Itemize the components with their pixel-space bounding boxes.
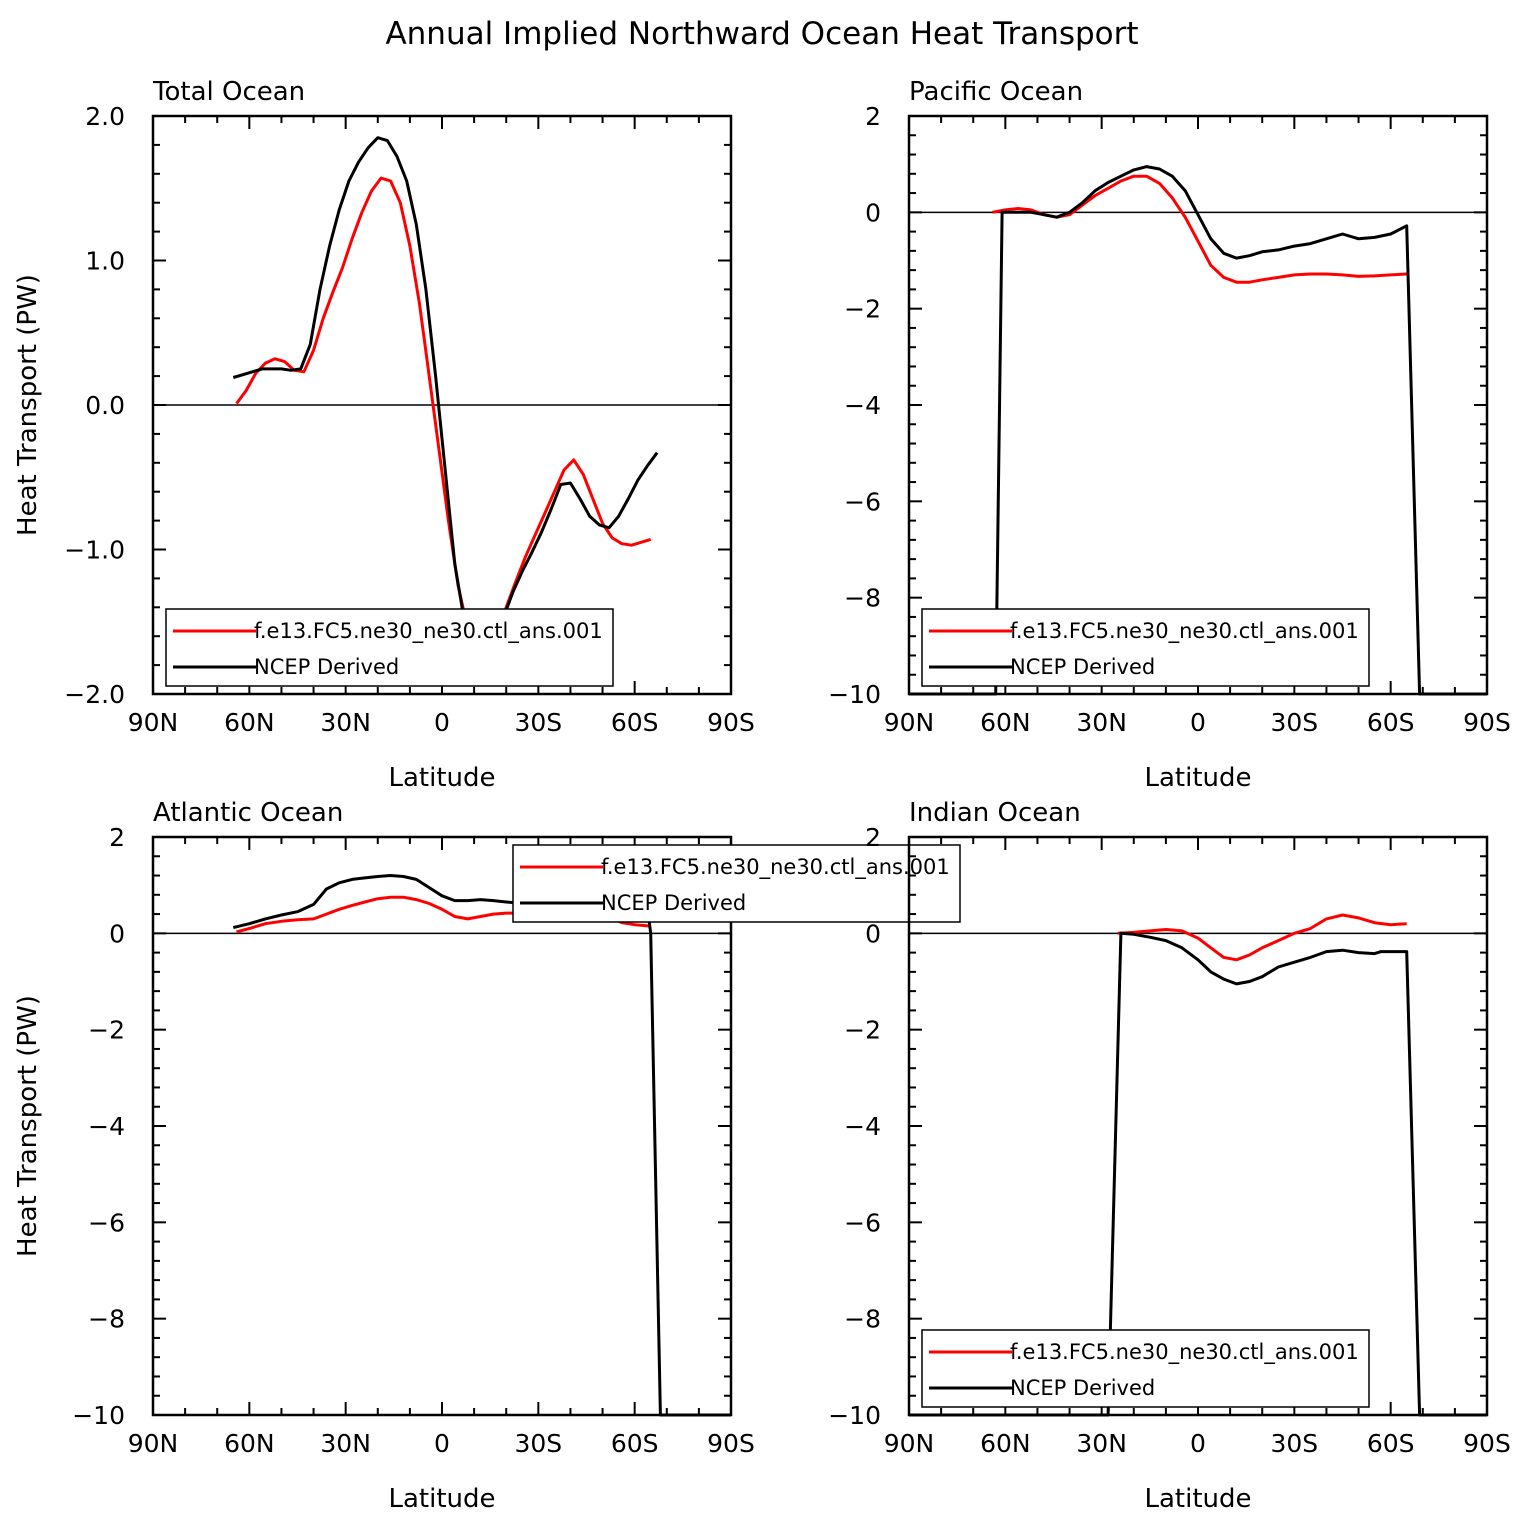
x-axis-label: Latitude [388, 1484, 495, 1514]
legend-label: NCEP Derived [254, 655, 399, 679]
x-tick-label: 0 [434, 1429, 450, 1458]
chart-panel-2: 90N 60N 30N 0 30S 60S 90S −10 −8 −6 −4 −2 0 2 Pacific … [828, 77, 1511, 793]
plot-frame [151, 835, 733, 1417]
series-line-1 [1117, 913, 1407, 962]
y-tick-label: 0 [109, 919, 125, 948]
series-line-1 [235, 176, 652, 647]
x-tick-label: 60S [1367, 1429, 1415, 1458]
y-tick-label: 2 [109, 823, 125, 852]
y-tick-label: −4 [844, 391, 881, 420]
x-tick-label: 90N [128, 1429, 179, 1458]
y-tick-label: 2 [865, 102, 881, 131]
series-line-2 [909, 165, 1487, 696]
y-tick-label: −6 [844, 487, 881, 516]
y-tick-label: −2 [844, 1016, 881, 1045]
legend-label: f.e13.FC5.ne30_ne30.ctl_ans.001 [601, 855, 950, 880]
y-tick-label: −8 [844, 584, 881, 613]
y-tick-label: −10 [828, 1401, 881, 1430]
y-tick-label: −4 [844, 1112, 881, 1141]
y-tick-label: −6 [88, 1208, 125, 1237]
chart-panel-1: 90N 60N 30N 0 30S 60S 90S −2.0 −1.0 0.0 1.0 2.0 Tota… [13, 77, 755, 793]
x-tick-label: 60N [980, 708, 1031, 737]
x-tick-label: 30S [514, 1429, 562, 1458]
x-tick-label: 90N [128, 708, 179, 737]
x-tick-label: 90S [1463, 1429, 1511, 1458]
chart-panel-3: 90N 60N 30N 0 30S 60S 90S −10 −8 −6 −4 −2 0 2 Atlantic… [13, 798, 961, 1514]
x-axis-label: Latitude [1144, 1484, 1251, 1514]
x-tick-label: 60S [1367, 708, 1415, 737]
legend-label: NCEP Derived [601, 891, 746, 915]
y-tick-label: −10 [828, 680, 881, 709]
y-tick-label: −8 [844, 1305, 881, 1334]
x-tick-label: 30N [320, 708, 371, 737]
y-tick-label: −2 [844, 295, 881, 324]
x-tick-label: 90N [884, 708, 935, 737]
y-tick-label: −2.0 [64, 680, 125, 709]
x-tick-label: 90S [1463, 708, 1511, 737]
legend: f.e13.FC5.ne30_ne30.ctl_ans.001 NCEP Deri… [512, 844, 961, 923]
x-tick-label: 60S [611, 1429, 659, 1458]
x-tick-label: 0 [1190, 708, 1206, 737]
x-tick-label: 30N [320, 1429, 371, 1458]
legend-label: NCEP Derived [1010, 655, 1155, 679]
x-tick-label: 90S [707, 708, 755, 737]
y-tick-label: −1.0 [64, 536, 125, 565]
figure-title: Annual Implied Northward Ocean Heat Tran… [385, 16, 1138, 52]
legend-box [921, 608, 1370, 687]
x-tick-label: 30N [1076, 1429, 1127, 1458]
x-tick-label: 30S [1270, 708, 1318, 737]
legend: f.e13.FC5.ne30_ne30.ctl_ans.001 NCEP Deri… [921, 608, 1370, 687]
panel-title: Indian Ocean [909, 798, 1081, 828]
y-tick-label: 0 [865, 198, 881, 227]
x-tick-label: 60S [611, 708, 659, 737]
y-axis-label: Heat Transport (PW) [13, 274, 43, 536]
x-tick-label: 30N [1076, 708, 1127, 737]
y-tick-label: 0.0 [85, 391, 125, 420]
y-tick-label: −6 [844, 1208, 881, 1237]
panel-title: Pacific Ocean [909, 77, 1083, 107]
x-tick-label: 60N [224, 1429, 275, 1458]
x-axis-label: Latitude [1144, 763, 1251, 793]
legend-label: f.e13.FC5.ne30_ne30.ctl_ans.001 [254, 619, 603, 644]
legend-label: f.e13.FC5.ne30_ne30.ctl_ans.001 [1010, 619, 1359, 644]
panel-title: Total Ocean [152, 77, 305, 107]
x-tick-label: 0 [1190, 1429, 1206, 1458]
x-tick-label: 30S [514, 708, 562, 737]
x-tick-label: 30S [1270, 1429, 1318, 1458]
chart-panel-4: 90N 60N 30N 0 30S 60S 90S −10 −8 −6 −4 −2 0 2 Indian O… [828, 798, 1511, 1514]
y-tick-label: 1.0 [85, 247, 125, 276]
legend-box [921, 1329, 1370, 1408]
legend: f.e13.FC5.ne30_ne30.ctl_ans.001 NCEP Deri… [921, 1329, 1370, 1408]
x-axis-label: Latitude [388, 763, 495, 793]
y-tick-label: 0 [865, 919, 881, 948]
x-tick-label: 90S [707, 1429, 755, 1458]
x-tick-label: 60N [980, 1429, 1031, 1458]
y-tick-label: −10 [72, 1401, 125, 1430]
series-line-2 [232, 874, 731, 1417]
legend: f.e13.FC5.ne30_ne30.ctl_ans.001 NCEP Deri… [165, 608, 614, 687]
y-tick-label: 2 [865, 823, 881, 852]
y-tick-label: −4 [88, 1112, 125, 1141]
x-tick-label: 60N [224, 708, 275, 737]
y-tick-label: 2.0 [85, 102, 125, 131]
legend-box [165, 608, 614, 687]
y-axis-label: Heat Transport (PW) [13, 995, 43, 1257]
panel-title: Atlantic Ocean [153, 798, 343, 828]
x-tick-label: 0 [434, 708, 450, 737]
legend-label: NCEP Derived [1010, 1376, 1155, 1400]
y-tick-label: −8 [88, 1305, 125, 1334]
legend-box [512, 844, 961, 923]
legend-label: f.e13.FC5.ne30_ne30.ctl_ans.001 [1010, 1340, 1359, 1365]
y-tick-label: −2 [88, 1016, 125, 1045]
series-line-2 [232, 136, 659, 650]
series-line-2 [909, 931, 1487, 1417]
series-line-1 [992, 174, 1407, 284]
x-tick-label: 90N [884, 1429, 935, 1458]
